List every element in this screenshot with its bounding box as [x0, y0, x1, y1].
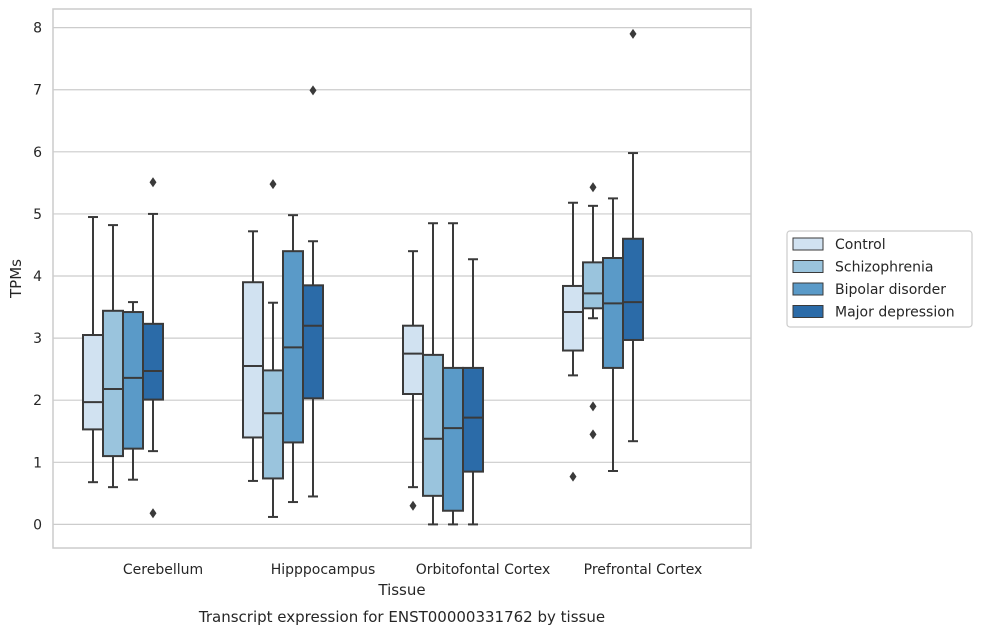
box [562, 201, 584, 482]
legend-label: Schizophrenia [835, 260, 933, 276]
legend-swatch [792, 305, 824, 318]
box-body [582, 261, 604, 310]
box-body [82, 334, 104, 431]
y-tick-label: 8 [33, 21, 42, 37]
box-body [262, 369, 284, 480]
legend-label: Major depression [835, 305, 955, 321]
y-tick-label: 5 [33, 207, 42, 223]
box-body [122, 311, 144, 450]
box-body [242, 281, 264, 439]
box [82, 216, 104, 484]
box [282, 214, 304, 504]
box [102, 224, 124, 489]
legend-swatch [792, 282, 824, 296]
outlier-point [149, 177, 157, 188]
y-tick-label: 6 [33, 145, 42, 161]
legend-swatch [792, 237, 824, 251]
box [582, 182, 604, 440]
box-body [562, 284, 584, 352]
chart-caption: Transcript expression for ENST0000033176… [198, 608, 605, 626]
box [402, 250, 424, 511]
box [122, 301, 144, 481]
legend: Control Schizophrenia Bipolar disorder Majo… [786, 230, 973, 328]
box [622, 28, 644, 443]
outlier-point [269, 179, 277, 190]
x-axis-ticks: Cerebellum Hipppocampus Orbitofontal Corte… [123, 562, 702, 578]
grid-lines [53, 27, 751, 526]
box-body [602, 257, 624, 369]
box [422, 222, 444, 526]
box-body [462, 366, 484, 473]
legend-label: Control [835, 237, 886, 253]
outlier-point [309, 85, 317, 96]
box [302, 85, 324, 498]
x-tick-label: Prefrontal Cortex [584, 562, 703, 578]
y-tick-label: 4 [33, 269, 42, 285]
box-body [422, 353, 444, 497]
box [262, 179, 284, 518]
y-tick-label: 3 [33, 331, 42, 347]
box [442, 222, 464, 526]
y-tick-label: 2 [33, 393, 42, 409]
box-body [102, 309, 124, 458]
x-tick-label: Hipppocampus [271, 562, 376, 578]
legend-label: Bipolar disorder [835, 282, 946, 298]
legend-frame [786, 230, 973, 328]
box [602, 197, 624, 472]
y-axis-label: TPMs [7, 259, 25, 299]
x-axis-label: Tissue [377, 581, 425, 599]
y-tick-label: 7 [33, 83, 42, 99]
y-tick-label: 0 [33, 517, 42, 533]
outlier-point [629, 28, 637, 39]
x-tick-label: Orbitofontal Cortex [416, 562, 551, 578]
outlier-point [589, 429, 597, 440]
box [142, 177, 164, 519]
box-body [402, 324, 424, 395]
box-body [142, 322, 164, 401]
outlier-point [569, 471, 577, 482]
y-tick-label: 1 [33, 455, 42, 471]
outlier-point [149, 508, 157, 519]
box-body [622, 237, 644, 341]
box [242, 230, 264, 482]
plot-area [52, 8, 752, 549]
legend-swatch [792, 260, 824, 273]
box [462, 258, 484, 526]
x-tick-label: Cerebellum [123, 562, 203, 578]
box-body [442, 366, 464, 512]
box-body [302, 284, 324, 400]
outlier-point [589, 401, 597, 412]
y-axis-ticks: 0 1 2 3 4 5 6 7 8 [33, 21, 42, 534]
outlier-point [589, 182, 597, 193]
outlier-point [409, 500, 417, 511]
boxes [82, 28, 644, 526]
